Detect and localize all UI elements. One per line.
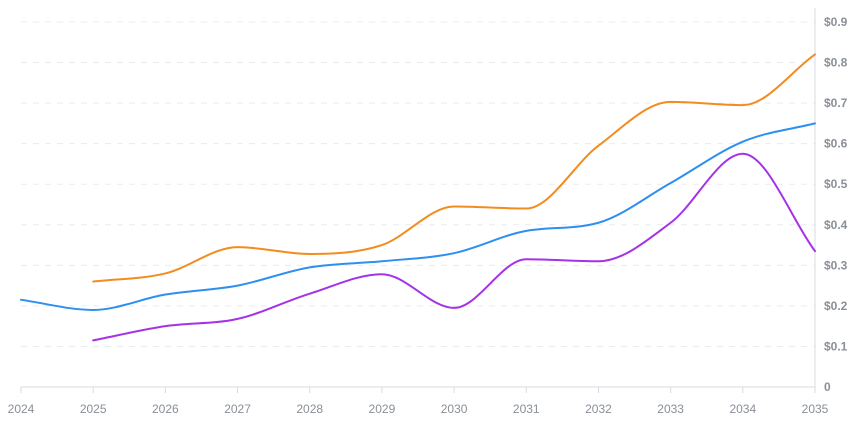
y-tick-label: $0.3: [824, 258, 848, 272]
x-tick-label: 2029: [369, 402, 396, 416]
y-tick-label: $0.2: [824, 299, 848, 313]
x-tick-label: 2028: [296, 402, 323, 416]
y-tick-label: $0.6: [824, 137, 848, 151]
x-tick-label: 2032: [585, 402, 612, 416]
y-tick-label: $0.5: [824, 177, 848, 191]
y-axis-tick-labels: 0 $0.1 $0.2 $0.3 $0.4 $0.5 $0.6 $0.7 $0.8 $0.9: [824, 15, 848, 394]
y-tick-label: $0.4: [824, 218, 848, 232]
grid-lines: [21, 21, 815, 347]
x-tick-label: 2034: [729, 402, 756, 416]
y-tick-label: $0.9: [824, 15, 848, 29]
y-tick-label: $0.8: [824, 56, 848, 70]
series-line-1: [20, 122, 816, 311]
x-tick-label: 2030: [441, 402, 468, 416]
x-tick-label: 2035: [802, 402, 829, 416]
x-tick-label: 2027: [224, 402, 251, 416]
series-lines: [20, 53, 816, 342]
x-tick-label: 2025: [80, 402, 107, 416]
x-tick-label: 2033: [657, 402, 684, 416]
y-tick-label: $0.7: [824, 96, 848, 110]
x-axis-tick-labels: 2024 2025 2026 2027 2028 2029 2030 2031 2032 2033…: [8, 402, 829, 416]
x-tick-label: 2026: [152, 402, 179, 416]
x-tick-label: 2024: [8, 402, 35, 416]
x-tick-label: 2031: [513, 402, 540, 416]
axes: [20, 8, 816, 393]
series-line-0: [92, 53, 816, 283]
y-tick-label: 0: [824, 380, 831, 394]
series-line-2: [92, 152, 816, 342]
y-tick-label: $0.1: [824, 339, 848, 353]
